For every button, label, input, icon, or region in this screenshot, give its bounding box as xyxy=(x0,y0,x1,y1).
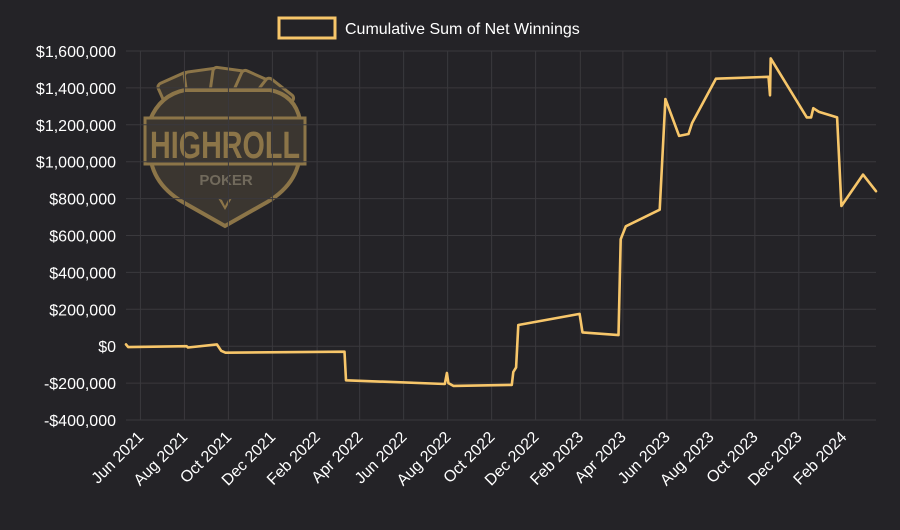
y-axis: -$400,000 -$200,000 $0 $200,000 $400,000 $600… xyxy=(36,44,116,430)
y-tick-label: $200,000 xyxy=(49,302,116,319)
y-tick-label: $400,000 xyxy=(49,265,116,282)
y-tick-label: $1,600,000 xyxy=(36,44,116,61)
y-tick-label: $600,000 xyxy=(49,229,116,246)
y-tick-label: -$400,000 xyxy=(44,413,116,430)
logo-subtext: POKER xyxy=(199,172,253,189)
series-line-cumulative-winnings[interactable] xyxy=(124,57,878,388)
y-tick-label: $0 xyxy=(98,339,116,356)
gridlines xyxy=(126,50,876,421)
y-tick-label: $1,400,000 xyxy=(36,81,116,98)
logo-banner xyxy=(143,116,307,166)
y-tick-label: $1,000,000 xyxy=(36,155,116,172)
y-tick-label: -$200,000 xyxy=(44,376,116,393)
legend-label: Cumulative Sum of Net Winnings xyxy=(345,21,580,38)
legend[interactable]: Cumulative Sum of Net Winnings xyxy=(277,16,580,40)
logo-wordmark: HIGHROLL xyxy=(150,125,300,167)
legend-swatch xyxy=(277,16,337,40)
y-tick-label: $1,200,000 xyxy=(36,118,116,135)
highroll-poker-logo: HIGHROLL POKER xyxy=(143,65,307,229)
series-layer xyxy=(124,57,878,388)
y-tick-label: $800,000 xyxy=(49,192,116,209)
